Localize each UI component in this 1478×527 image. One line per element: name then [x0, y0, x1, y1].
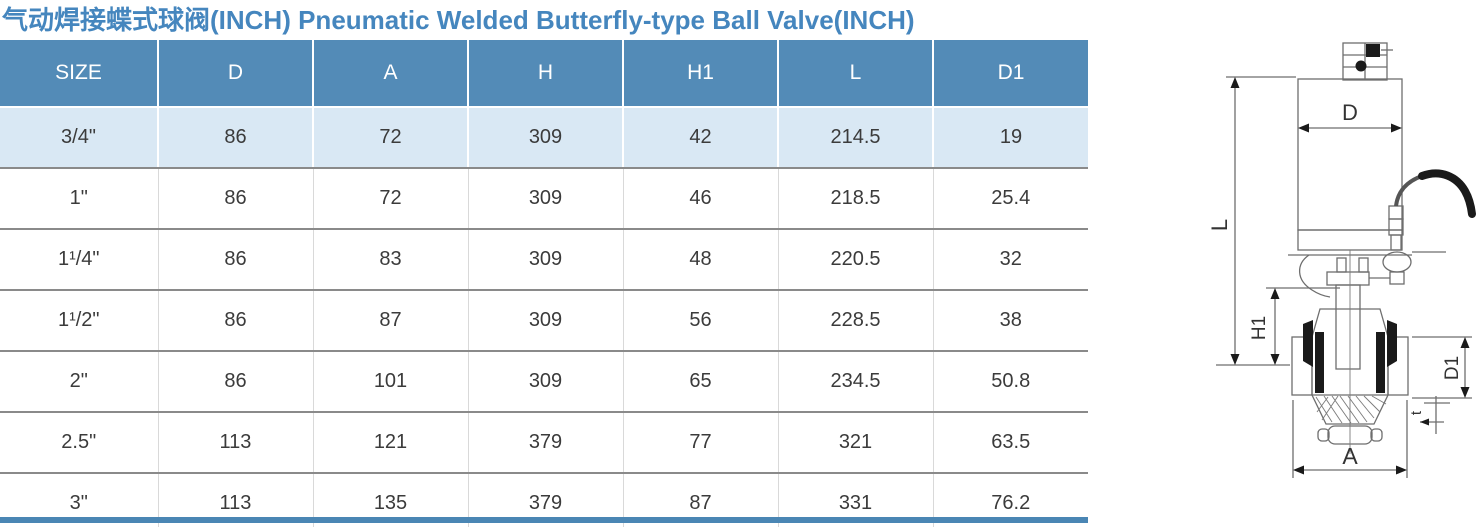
column-header-h: H	[468, 40, 624, 108]
air-hose	[1394, 174, 1423, 207]
dim-label-d: D	[1342, 100, 1358, 125]
table-cell: 86	[158, 107, 314, 169]
column-header-h1: H1	[623, 40, 779, 108]
table-cell: 56	[623, 290, 779, 352]
size-cell: 2"	[0, 351, 159, 413]
column-header-size: SIZE	[0, 40, 159, 108]
table-cell: 65	[623, 351, 779, 413]
size-cell: 3/4"	[0, 107, 159, 169]
dim-label-h1: H1	[1249, 316, 1270, 340]
size-cell: 2.5"	[0, 412, 159, 474]
table-cell: 87	[313, 290, 469, 352]
table-cell: 72	[313, 168, 469, 230]
table-cell: 86	[158, 290, 314, 352]
table-cell: 32	[933, 229, 1088, 291]
dim-label-l: L	[1207, 219, 1232, 231]
table-cell: 234.5	[778, 351, 934, 413]
size-cell: 1¹/2"	[0, 290, 159, 352]
table-cell: 309	[468, 107, 624, 169]
table-cell: 42	[623, 107, 779, 169]
table-row: 1" 86 72 309 46 218.5 25.4	[0, 168, 1088, 230]
table-cell: 63.5	[933, 412, 1088, 474]
table-cell: 309	[468, 351, 624, 413]
air-hose-end	[1418, 169, 1476, 218]
table-cell: 218.5	[778, 168, 934, 230]
table-cell: 309	[468, 168, 624, 230]
table-cell: 86	[158, 351, 314, 413]
valve-technical-drawing: D L H1 D1 t A	[1207, 42, 1476, 478]
size-cell: 1¹/4"	[0, 229, 159, 291]
table-cell: 19	[933, 107, 1088, 169]
seals-and-arrowheads	[1230, 44, 1470, 475]
table-cell: 83	[313, 229, 469, 291]
table-cell: 379	[468, 412, 624, 474]
table-cell: 46	[623, 168, 779, 230]
table-row: 1¹/4" 86 83 309 48 220.5 32	[0, 229, 1088, 291]
table-cell: 309	[468, 229, 624, 291]
table-cell: 321	[778, 412, 934, 474]
table-cell: 50.8	[933, 351, 1088, 413]
dim-label-a: A	[1342, 443, 1358, 469]
column-header-a: A	[313, 40, 469, 108]
table-cell: 113	[158, 412, 314, 474]
table-cell: 77	[623, 412, 779, 474]
table-cell: 25.4	[933, 168, 1088, 230]
table-row: 2.5" 113 121 379 77 321 63.5	[0, 412, 1088, 474]
table-cell: 86	[158, 168, 314, 230]
table-row: 2" 86 101 309 65 234.5 50.8	[0, 351, 1088, 413]
table-cell: 38	[933, 290, 1088, 352]
column-header-d: D	[158, 40, 314, 108]
table-cell: 72	[313, 107, 469, 169]
table-header-row: SIZE D A H H1 L D1	[0, 40, 1088, 108]
column-header-d1: D1	[933, 40, 1088, 108]
table-row: 3/4" 86 72 309 42 214.5 19	[0, 107, 1088, 169]
table-cell: 101	[313, 351, 469, 413]
table-row: 1¹/2" 86 87 309 56 228.5 38	[0, 290, 1088, 352]
table-cell: 228.5	[778, 290, 934, 352]
dim-label-t: t	[1408, 410, 1425, 415]
column-header-l: L	[778, 40, 934, 108]
hatching-and-centerline	[1315, 250, 1387, 454]
dim-label-d1: D1	[1442, 356, 1463, 380]
table-cell: 121	[313, 412, 469, 474]
valve-outline	[1216, 42, 1472, 478]
table-cell: 86	[158, 229, 314, 291]
table-cell: 48	[623, 229, 779, 291]
table-cell: 309	[468, 290, 624, 352]
dimensions-table: SIZE D A H H1 L D1 3/4" 86 72 309 42 214…	[0, 40, 1088, 527]
table-cell: 220.5	[778, 229, 934, 291]
table-bottom-accent-bar	[0, 517, 1088, 523]
table-cell: 214.5	[778, 107, 934, 169]
page-title: 气动焊接蝶式球阀(INCH) Pneumatic Welded Butterfl…	[2, 5, 915, 35]
size-cell: 1"	[0, 168, 159, 230]
